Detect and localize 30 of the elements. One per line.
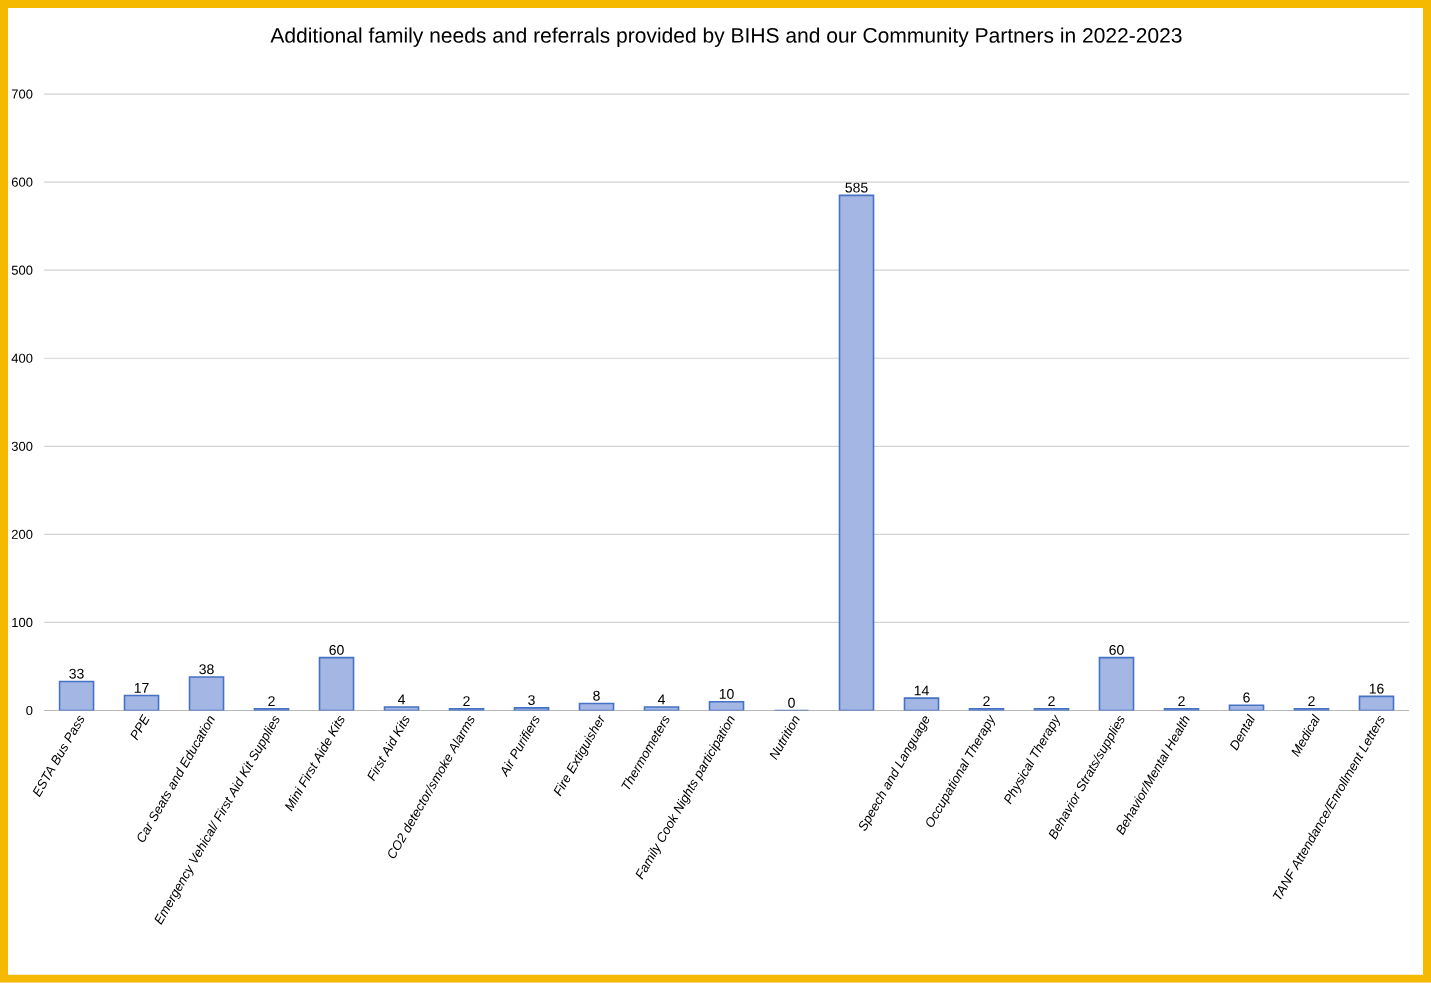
data-label: 17 — [134, 683, 149, 693]
data-label: 0 — [788, 697, 795, 708]
data-label: 2 — [1048, 696, 1055, 707]
y-tick-label: 400 — [11, 353, 33, 364]
data-label: 2 — [463, 696, 470, 707]
data-label: 2 — [1308, 696, 1315, 707]
data-label: 2 — [268, 696, 275, 707]
y-tick-label: 700 — [11, 89, 33, 99]
data-label: 585 — [845, 182, 868, 193]
y-tick-label: 100 — [12, 618, 33, 628]
data-label: 4 — [657, 694, 665, 705]
y-tick-label: 0 — [26, 706, 33, 716]
data-label: 33 — [69, 668, 84, 679]
data-label: 14 — [914, 685, 929, 696]
y-tick-label: 500 — [11, 265, 33, 275]
chart-title: Additional family needs and referrals provided by BIHS and our Community Partners in 2022-2023 — [270, 27, 1182, 48]
data-label: 38 — [199, 664, 214, 675]
data-label: 6 — [1243, 692, 1250, 703]
y-tick-label: 600 — [11, 177, 33, 187]
data-label: 4 — [397, 694, 405, 705]
data-label: 2 — [1178, 696, 1185, 707]
data-label: 60 — [329, 645, 344, 655]
data-label: 8 — [593, 690, 600, 701]
data-label: 2 — [983, 696, 990, 707]
y-tick-label: 300 — [11, 441, 33, 452]
data-label: 60 — [1109, 645, 1124, 655]
data-label: 16 — [1369, 683, 1384, 694]
y-tick-label: 200 — [11, 529, 33, 540]
data-label: 3 — [528, 695, 535, 706]
data-label: 10 — [719, 689, 734, 700]
